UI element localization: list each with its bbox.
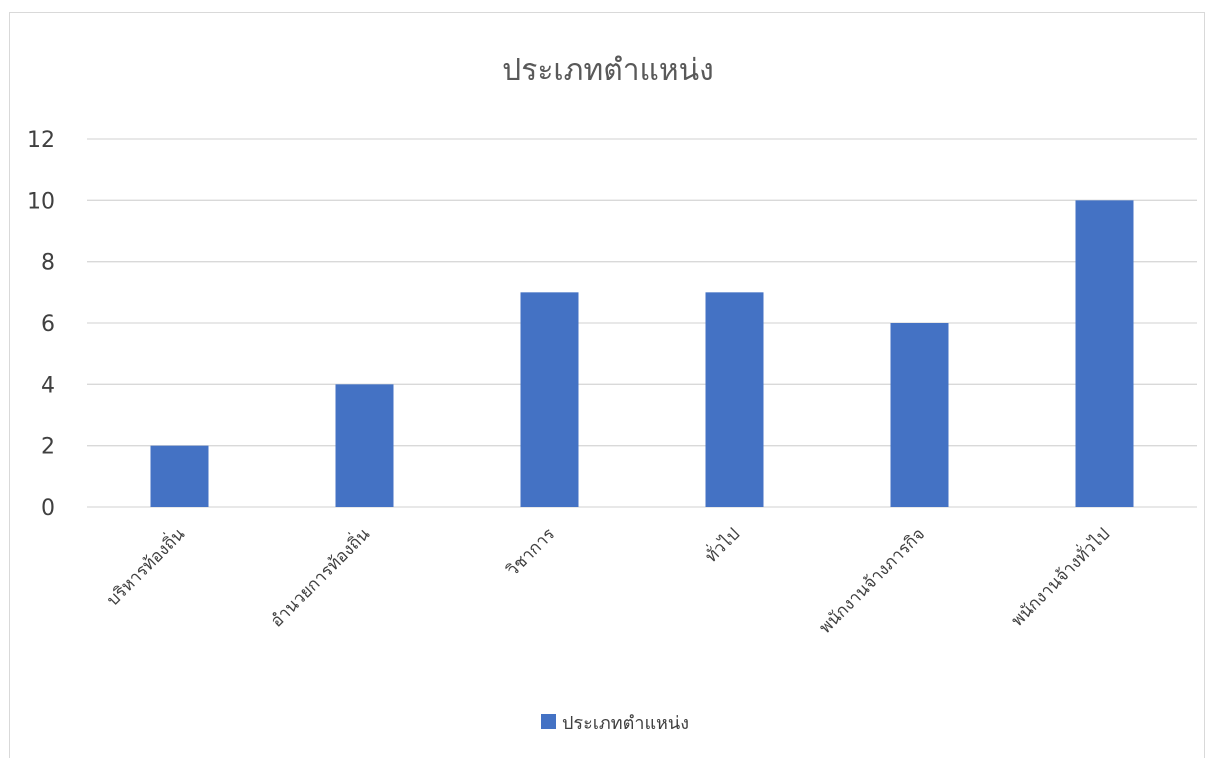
y-tick-label: 4 <box>41 373 55 398</box>
bars <box>150 200 1134 508</box>
x-category-label: ทั่วไป <box>699 522 744 567</box>
x-category-label: อำนวยการท้องถิ่น <box>265 522 375 632</box>
chart-title: ประเภทตำแหน่ง <box>502 53 714 88</box>
y-tick-label: 8 <box>41 251 55 276</box>
x-category-label: พนักงานจ้างภารกิจ <box>816 524 930 638</box>
bar <box>705 292 764 507</box>
y-tick-label: 2 <box>41 435 55 460</box>
y-tick-label: 12 <box>27 128 55 153</box>
x-category-label: วิชาการ <box>502 524 559 581</box>
chart-frame <box>9 12 1205 758</box>
bar <box>1075 200 1134 508</box>
legend: ประเภทตำแหน่ง <box>541 713 689 734</box>
legend-label: ประเภทตำแหน่ง <box>562 713 689 734</box>
y-tick-label: 6 <box>41 312 55 337</box>
bar <box>520 292 579 507</box>
bar <box>335 384 394 507</box>
x-category-label: บริหารท้องถิ่น <box>101 522 189 610</box>
bar <box>150 445 209 507</box>
x-axis-labels: บริหารท้องถิ่น อำนวยการท้องถิ่น วิชาการ ทั่… <box>101 522 1114 638</box>
y-axis-ticks: 0 2 4 6 8 10 12 <box>27 128 55 521</box>
x-category-label: พนักงานจ้างทั่วไป <box>1005 522 1114 631</box>
bar <box>890 323 949 507</box>
y-tick-label: 10 <box>27 189 55 214</box>
grid-lines <box>87 138 1197 508</box>
legend-swatch <box>541 714 556 729</box>
y-tick-label: 0 <box>41 496 55 521</box>
